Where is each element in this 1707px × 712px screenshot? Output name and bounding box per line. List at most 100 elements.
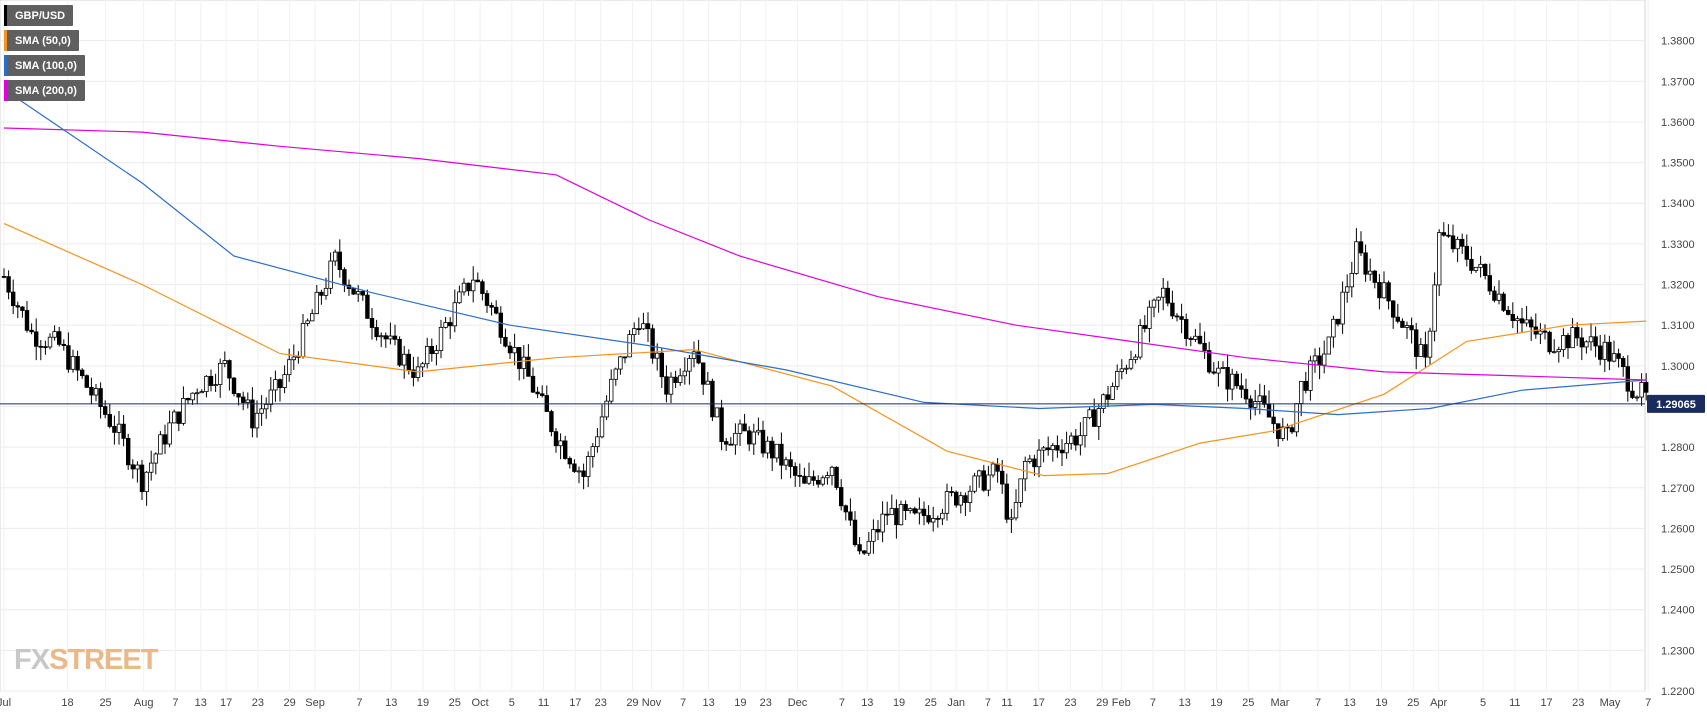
x-tick-label: 29 bbox=[284, 697, 296, 709]
candle-down bbox=[484, 293, 490, 306]
x-tick-label: 25 bbox=[1407, 697, 1419, 709]
candle-down bbox=[885, 513, 890, 516]
x-tick-label: 11 bbox=[1001, 697, 1012, 709]
candle-up bbox=[1331, 318, 1336, 338]
candle-down bbox=[507, 345, 513, 354]
candle-down bbox=[535, 391, 540, 395]
legend-label: SMA (100,0) bbox=[15, 59, 77, 72]
candle-down bbox=[1386, 282, 1391, 302]
candle-down bbox=[1460, 238, 1465, 247]
candle-up bbox=[452, 302, 457, 327]
candle-down bbox=[250, 399, 255, 429]
candle-up bbox=[1308, 360, 1313, 391]
candle-up bbox=[733, 432, 738, 446]
candle-up bbox=[1064, 442, 1069, 454]
x-tick-label: Apr bbox=[1430, 697, 1447, 709]
candle-up bbox=[47, 336, 53, 348]
candle-down bbox=[1377, 282, 1382, 299]
x-tick-label: 19 bbox=[734, 697, 746, 709]
candle-up bbox=[678, 375, 683, 383]
candle-up bbox=[737, 423, 743, 434]
candle-up bbox=[1110, 386, 1115, 400]
candle-down bbox=[1197, 335, 1203, 344]
candle-down bbox=[1289, 427, 1295, 433]
candle-down bbox=[963, 495, 968, 503]
candle-up bbox=[871, 529, 876, 542]
x-tick-label: 11 bbox=[538, 697, 549, 709]
candle-down bbox=[1400, 320, 1405, 328]
candle-up bbox=[1156, 296, 1161, 301]
candle-down bbox=[701, 362, 706, 385]
legend-item[interactable]: SMA (100,0) bbox=[4, 55, 85, 76]
candle-up bbox=[204, 375, 209, 393]
candle-down bbox=[1207, 350, 1212, 373]
candle-up bbox=[158, 434, 163, 455]
x-tick-label: 17 bbox=[1033, 697, 1045, 709]
candle-up bbox=[687, 358, 692, 372]
candle-up bbox=[1538, 330, 1543, 335]
legend-item[interactable]: SMA (200,0) bbox=[4, 80, 85, 101]
y-tick-label: 1.3600 bbox=[1661, 117, 1695, 129]
candle-up bbox=[1473, 266, 1479, 271]
candle-up bbox=[1611, 353, 1617, 362]
x-tick-label: 7 bbox=[839, 697, 845, 709]
candle-up bbox=[438, 326, 444, 352]
current-price-badge bbox=[1647, 394, 1705, 413]
candle-up bbox=[300, 322, 306, 357]
candle-down bbox=[843, 505, 848, 513]
candle-down bbox=[1358, 241, 1364, 254]
candle-down bbox=[1644, 382, 1649, 393]
y-tick-label: 1.2500 bbox=[1661, 564, 1695, 576]
candle-down bbox=[162, 434, 168, 445]
candle-up bbox=[148, 462, 154, 473]
candle-down bbox=[15, 305, 20, 308]
candle-down bbox=[43, 346, 48, 349]
candle-down bbox=[1073, 435, 1078, 446]
candle-down bbox=[227, 360, 232, 379]
candle-down bbox=[995, 463, 1000, 472]
candle-up bbox=[627, 334, 632, 358]
candle-down bbox=[1391, 300, 1396, 318]
candle-up bbox=[286, 359, 292, 376]
x-tick-label: 19 bbox=[1210, 697, 1222, 709]
legend-item[interactable]: GBP/USD bbox=[4, 5, 74, 26]
candle-down bbox=[24, 310, 30, 331]
x-tick-label: Feb bbox=[1112, 697, 1131, 709]
candle-down bbox=[176, 411, 181, 424]
candle-down bbox=[392, 335, 398, 340]
candle-up bbox=[880, 513, 885, 533]
candle-up bbox=[944, 491, 950, 514]
y-tick-label: 1.3500 bbox=[1661, 158, 1695, 170]
candle-up bbox=[1147, 306, 1152, 329]
candle-up bbox=[576, 470, 582, 473]
candle-down bbox=[1266, 404, 1272, 418]
candle-up bbox=[461, 282, 467, 293]
candle-down bbox=[517, 347, 522, 369]
candle-up bbox=[1009, 517, 1014, 520]
candle-down bbox=[1234, 373, 1239, 387]
candle-up bbox=[309, 313, 315, 322]
legend-swatch bbox=[4, 30, 7, 51]
x-tick-label: 29 bbox=[1096, 697, 1108, 709]
candle-up bbox=[171, 411, 177, 424]
candle-down bbox=[236, 393, 241, 398]
candle-up bbox=[829, 466, 835, 476]
legend-item[interactable]: SMA (50,0) bbox=[4, 30, 79, 51]
candle-down bbox=[719, 407, 724, 442]
y-tick-label: 1.2400 bbox=[1661, 605, 1695, 617]
candle-up bbox=[457, 291, 462, 304]
candle-up bbox=[153, 453, 158, 464]
sma-line bbox=[3, 127, 1647, 381]
candle-up bbox=[434, 350, 439, 354]
candle-up bbox=[314, 291, 319, 315]
candle-up bbox=[93, 388, 99, 396]
x-tick-label: 23 bbox=[1572, 697, 1584, 709]
candle-up bbox=[268, 389, 273, 405]
x-tick-label: 7 bbox=[1150, 697, 1156, 709]
candle-up bbox=[1036, 449, 1042, 468]
x-tick-label: Sep bbox=[305, 697, 325, 709]
x-tick-label: 7 bbox=[1645, 697, 1651, 709]
candle-up bbox=[1128, 359, 1134, 369]
candle-down bbox=[875, 529, 881, 533]
y-tick-label: 1.3200 bbox=[1661, 280, 1695, 292]
